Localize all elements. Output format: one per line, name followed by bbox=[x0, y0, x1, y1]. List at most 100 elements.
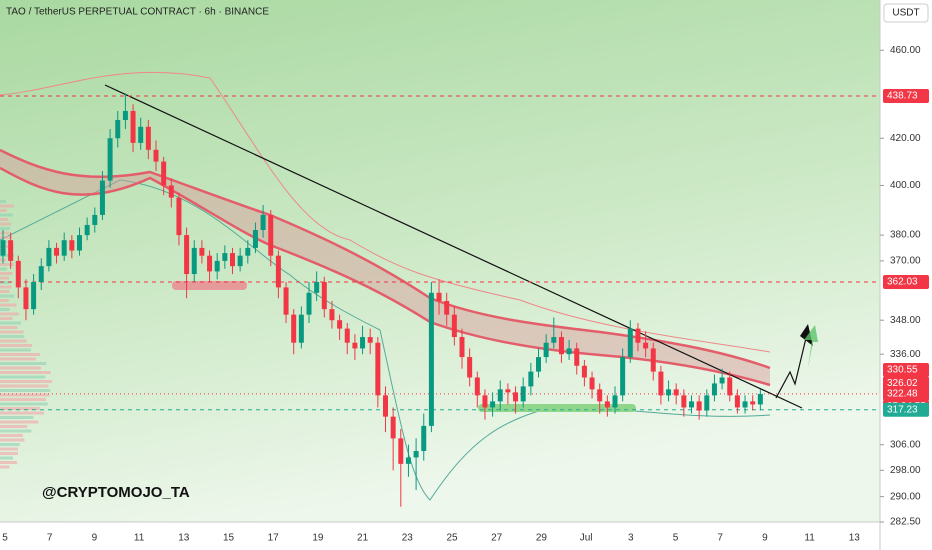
candle-body bbox=[38, 266, 44, 283]
volume-profile-bar bbox=[0, 204, 14, 208]
price-label: 330.55 bbox=[887, 365, 918, 376]
price-label: 317.23 bbox=[887, 404, 918, 415]
candle-body bbox=[612, 395, 618, 408]
x-tick-label: 13 bbox=[849, 533, 861, 544]
volume-profile bbox=[0, 200, 53, 469]
y-tick-label: 298.00 bbox=[890, 465, 921, 476]
volume-profile-bar bbox=[0, 308, 10, 311]
volume-profile-bar bbox=[0, 456, 13, 460]
price-label-box bbox=[883, 274, 929, 289]
candle-body bbox=[176, 197, 182, 236]
volume-profile-bar bbox=[0, 272, 13, 275]
candle-body bbox=[635, 328, 641, 343]
candle-body bbox=[138, 126, 144, 143]
volume-profile-bar bbox=[0, 434, 23, 437]
candle-body bbox=[92, 214, 98, 225]
volume-profile-bar bbox=[0, 290, 10, 293]
candle-body bbox=[115, 119, 121, 139]
candle-body bbox=[260, 214, 266, 231]
volume-profile-bar bbox=[0, 425, 28, 428]
candle-body bbox=[230, 253, 235, 267]
volume-profile-bar bbox=[0, 317, 13, 320]
volume-profile-bar bbox=[0, 389, 51, 392]
candle-body bbox=[421, 425, 427, 452]
candle-body bbox=[727, 377, 733, 396]
candle-body bbox=[291, 314, 297, 343]
volume-profile-bar bbox=[0, 321, 22, 325]
candle-body bbox=[627, 328, 633, 358]
y-tick-label: 348.00 bbox=[890, 315, 921, 326]
candle-body bbox=[0, 240, 6, 256]
candle-body bbox=[145, 126, 151, 150]
x-tick-label: 25 bbox=[446, 533, 458, 544]
currency: USDT bbox=[892, 8, 919, 19]
volume-profile-bar bbox=[0, 276, 10, 280]
y-tick-label: 380.00 bbox=[890, 230, 921, 241]
price-label: 326.02 bbox=[887, 378, 918, 389]
volume-profile-bar bbox=[0, 353, 40, 356]
time-axis bbox=[0, 522, 880, 550]
volume-profile-bar bbox=[0, 429, 32, 433]
volume-profile-bar bbox=[0, 348, 31, 352]
y-tick-label: 306.00 bbox=[890, 439, 921, 450]
volume-profile-bar bbox=[0, 344, 33, 347]
candle-body bbox=[321, 282, 327, 310]
candle-body bbox=[207, 255, 213, 272]
x-tick-label: 7 bbox=[47, 533, 53, 544]
price-label-box bbox=[883, 89, 929, 104]
candle-body bbox=[520, 386, 526, 402]
volume-profile-bar bbox=[0, 402, 48, 406]
x-tick-label: Jul bbox=[580, 533, 593, 544]
volume-profile-bar bbox=[0, 330, 24, 334]
volume-profile-bar bbox=[0, 281, 11, 284]
x-tick-label: 13 bbox=[178, 533, 190, 544]
volume-profile-bar bbox=[0, 254, 15, 257]
chart-title: TAO / TetherUS PERPETUAL CONTRACT · 6h ·… bbox=[6, 7, 269, 18]
candle-body bbox=[237, 255, 243, 267]
candle-body bbox=[367, 337, 373, 343]
y-tick-label: 282.50 bbox=[890, 517, 921, 528]
candle-body bbox=[536, 357, 541, 372]
x-tick-label: 21 bbox=[357, 533, 369, 544]
candle-body bbox=[84, 224, 90, 236]
candle-body bbox=[413, 451, 419, 458]
plot-background bbox=[0, 0, 880, 522]
volume-profile-bar bbox=[0, 231, 10, 235]
upper-band bbox=[0, 71, 771, 353]
volume-profile-bar bbox=[0, 357, 36, 361]
candle-body bbox=[398, 438, 404, 464]
y-tick-label: 290.00 bbox=[890, 491, 921, 502]
candle-body bbox=[604, 401, 610, 408]
candle-body bbox=[490, 401, 496, 408]
volume-profile-bar bbox=[0, 294, 15, 298]
candle-body bbox=[643, 342, 649, 349]
candle-body bbox=[383, 395, 388, 417]
trend-line bbox=[104, 84, 803, 409]
price-label-box bbox=[883, 402, 929, 417]
candle-body bbox=[681, 395, 687, 408]
candle-body bbox=[734, 395, 740, 408]
price-label-box bbox=[883, 386, 929, 401]
ema-slow bbox=[0, 166, 771, 387]
candle-body bbox=[314, 282, 320, 293]
volume-profile-bar bbox=[0, 335, 25, 338]
candle-body bbox=[69, 240, 75, 251]
candle-body bbox=[650, 348, 656, 372]
bullish-arrow bbox=[804, 325, 818, 368]
candle-body bbox=[344, 328, 350, 343]
y-tick-label: 460.00 bbox=[890, 45, 921, 56]
candle-body bbox=[551, 337, 557, 343]
price-label-box bbox=[883, 376, 929, 391]
candle-body bbox=[581, 365, 587, 378]
candle-body bbox=[620, 357, 626, 396]
volume-profile-bar bbox=[0, 222, 12, 226]
price-label: 362.03 bbox=[887, 277, 918, 288]
candle-body bbox=[222, 253, 228, 261]
candle-body bbox=[666, 389, 672, 396]
volume-profile-bar bbox=[0, 452, 18, 455]
candle-body bbox=[543, 342, 549, 358]
candle-body bbox=[574, 348, 580, 366]
volume-profile-bar bbox=[0, 416, 34, 419]
candle-body bbox=[283, 287, 289, 315]
volume-profile-bar bbox=[0, 447, 19, 451]
